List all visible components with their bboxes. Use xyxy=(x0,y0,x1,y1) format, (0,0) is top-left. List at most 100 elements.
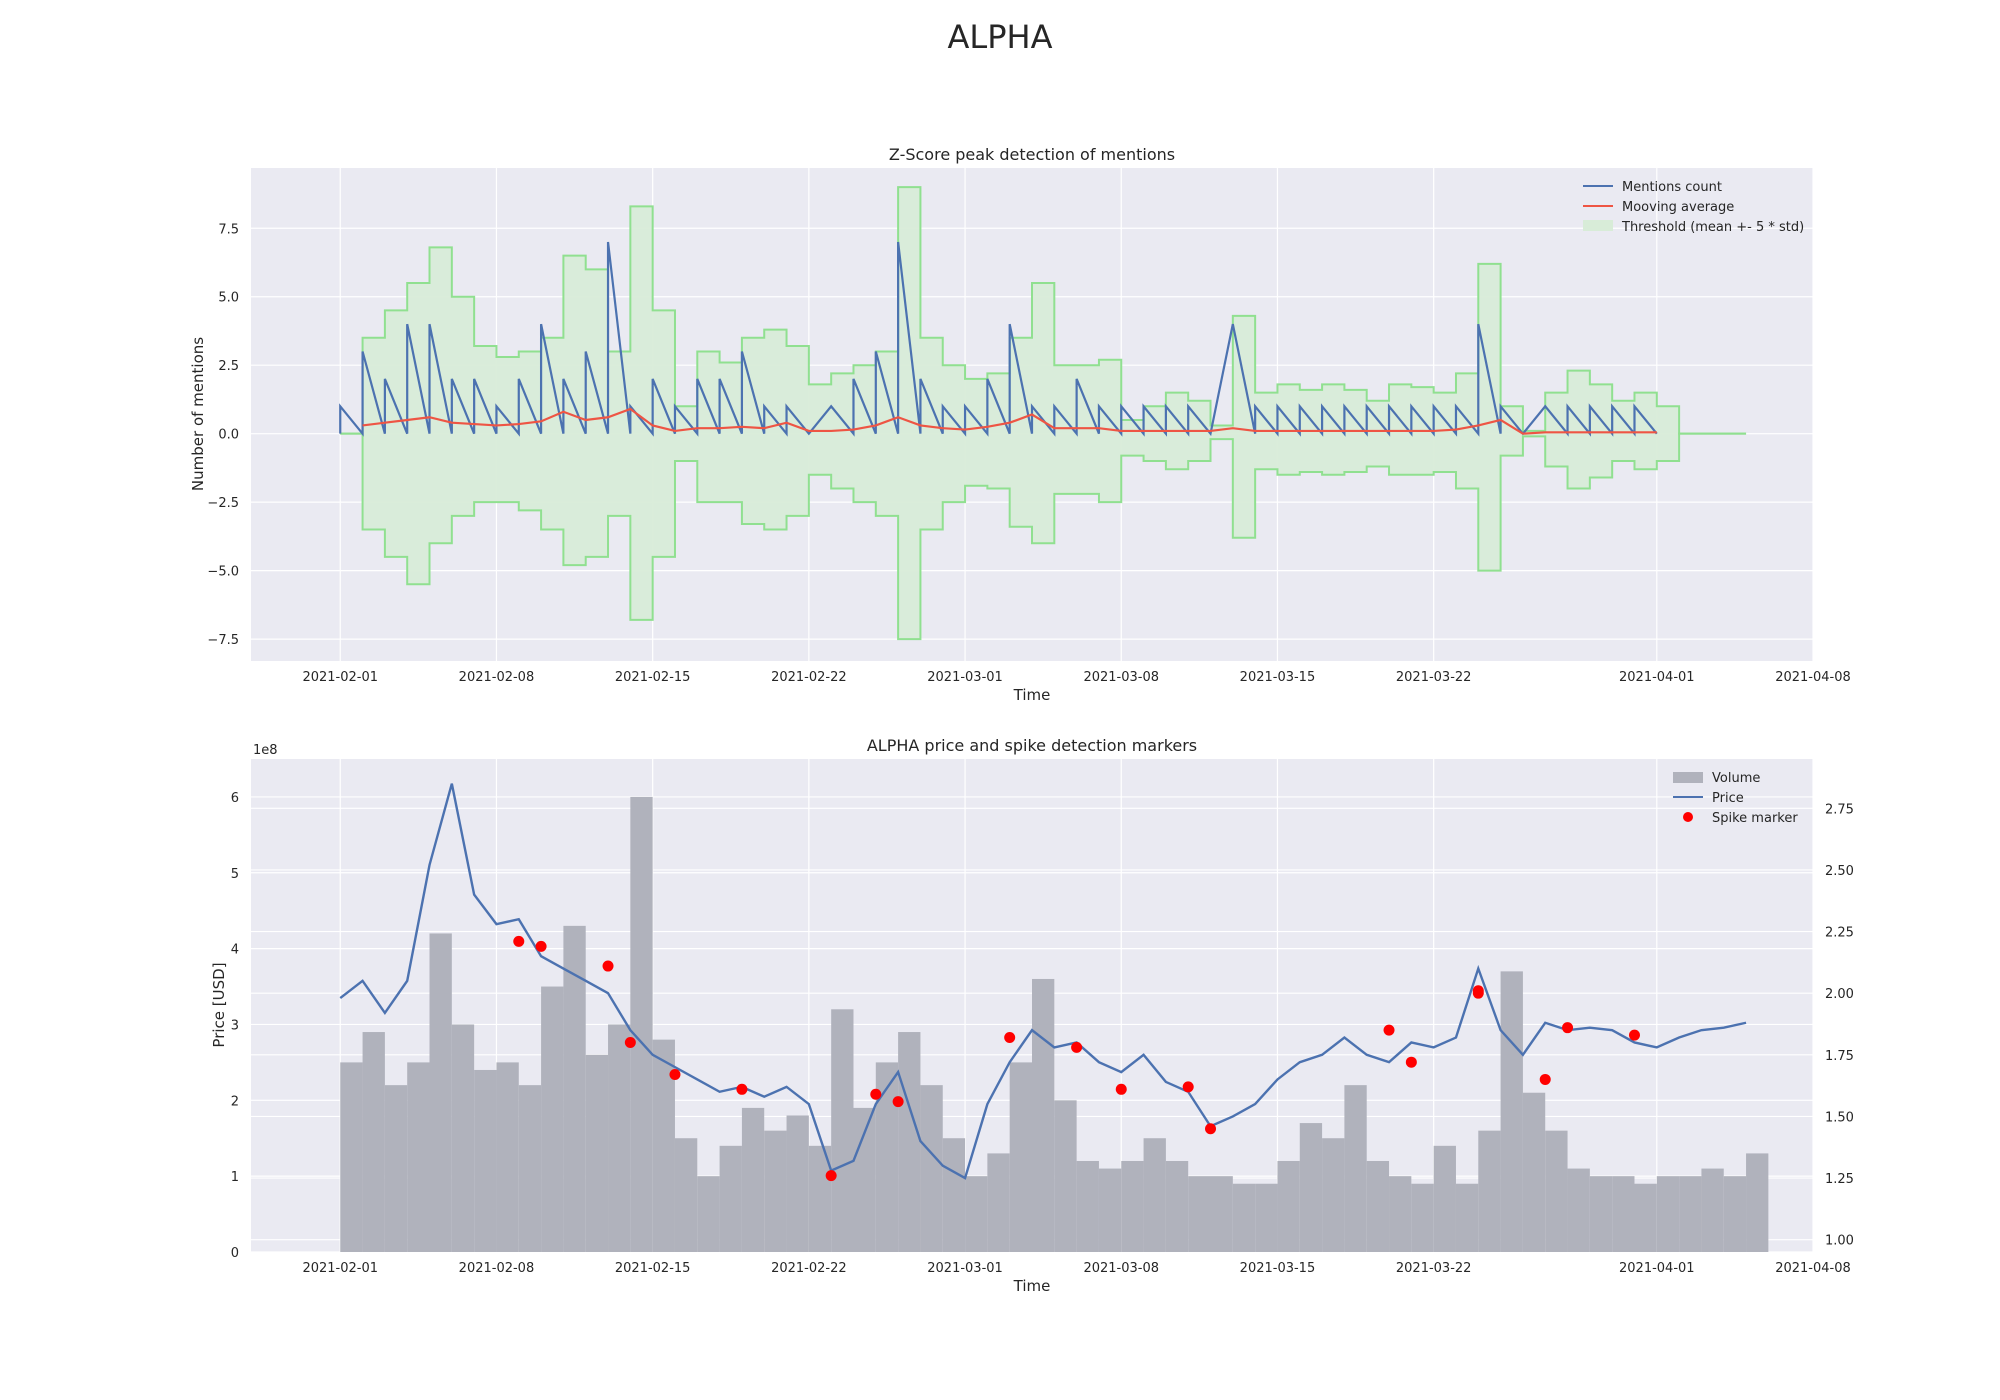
volume-bar xyxy=(920,1085,943,1252)
price-chart-title: ALPHA price and spike detection markers xyxy=(867,736,1197,755)
volume-bar xyxy=(1723,1176,1747,1252)
volume-bar xyxy=(1500,971,1523,1252)
x-tick-label: 2021-02-01 xyxy=(302,1261,378,1276)
price-y-label: Price [USD] xyxy=(210,962,228,1047)
legend-swatch-volume xyxy=(1673,772,1703,783)
volume-bar xyxy=(608,1024,631,1252)
volume-bar xyxy=(384,1085,408,1252)
volume-bar xyxy=(1656,1176,1680,1252)
right-y-tick-label: 2.75 xyxy=(1825,802,1854,817)
volume-bar xyxy=(987,1153,1010,1252)
volume-bar xyxy=(429,933,452,1252)
volume-bar xyxy=(1032,978,1055,1252)
volume-bar xyxy=(1344,1085,1367,1252)
spike-marker xyxy=(1405,1056,1417,1068)
mentions-x-ticks: 2021-02-01 2021-02-08 2021-02-15 2021-02-22… xyxy=(302,670,1850,685)
x-tick-label: 2021-03-08 xyxy=(1083,1261,1159,1276)
volume-bar xyxy=(898,1032,921,1252)
left-y-tick-label: 0 xyxy=(231,1246,239,1261)
y-tick-label: −2.5 xyxy=(207,496,239,511)
volume-bar xyxy=(965,1176,988,1252)
spike-marker xyxy=(624,1036,636,1048)
volume-bar xyxy=(1478,1130,1501,1252)
volume-bar xyxy=(808,1145,832,1252)
legend-label-threshold: Threshold (mean +- 5 * std) xyxy=(1621,220,1804,235)
mentions-count-line xyxy=(339,241,1658,437)
y-tick-label: 7.5 xyxy=(218,222,239,237)
legend-label-volume: Volume xyxy=(1712,771,1760,786)
volume-bar xyxy=(1433,1145,1456,1252)
spike-marker xyxy=(602,960,614,972)
volume-bar xyxy=(764,1130,787,1252)
y-tick-label: 5.0 xyxy=(218,291,239,306)
spike-marker xyxy=(1205,1123,1217,1135)
spike-marker xyxy=(669,1069,681,1081)
threshold-fill xyxy=(340,187,1747,640)
right-y-tick-label: 1.25 xyxy=(1825,1172,1854,1187)
left-y-tick-label: 4 xyxy=(231,943,239,958)
spike-marker xyxy=(1539,1073,1551,1085)
legend-swatch-threshold xyxy=(1583,220,1613,231)
x-tick-label: 2021-02-01 xyxy=(302,670,378,685)
spike-marker xyxy=(870,1088,882,1100)
right-y-tick-label: 1.50 xyxy=(1825,1110,1854,1125)
x-tick-label: 2021-03-15 xyxy=(1240,670,1316,685)
y-tick-label: −7.5 xyxy=(207,633,239,648)
x-tick-label: 2021-03-15 xyxy=(1240,1261,1316,1276)
volume-bar xyxy=(1210,1176,1233,1252)
volume-bars xyxy=(340,796,1769,1252)
spike-marker xyxy=(513,935,525,947)
x-tick-label: 2021-02-22 xyxy=(771,1261,847,1276)
volume-bar xyxy=(1522,1092,1546,1252)
volume-bar xyxy=(1746,1153,1769,1252)
x-tick-label: 2021-02-22 xyxy=(771,670,847,685)
volume-bar xyxy=(1277,1160,1300,1252)
mentions-y-label: Number of mentions xyxy=(189,337,207,491)
volume-bar xyxy=(1255,1183,1278,1252)
volume-bar xyxy=(1389,1176,1412,1252)
right-y-tick-label: 2.50 xyxy=(1825,864,1854,879)
volume-bar xyxy=(1455,1183,1479,1252)
x-tick-label: 2021-02-08 xyxy=(459,1261,535,1276)
volume-bar xyxy=(1098,1168,1122,1252)
spike-marker xyxy=(1383,1024,1395,1036)
price-right-y-ticks: 1.00 1.25 1.50 1.75 2.00 2.25 2.50 2.75 xyxy=(1825,802,1854,1248)
x-tick-label: 2021-04-08 xyxy=(1775,670,1851,685)
volume-bar xyxy=(942,1138,966,1252)
volume-bar xyxy=(1054,1100,1077,1252)
right-y-tick-label: 2.25 xyxy=(1825,926,1854,941)
volume-bar xyxy=(1679,1176,1702,1252)
spike-marker xyxy=(1071,1041,1083,1053)
left-y-tick-label: 5 xyxy=(231,867,239,882)
spike-marker xyxy=(1628,1029,1640,1041)
price-x-ticks: 2021-02-01 2021-02-08 2021-02-15 2021-02-22… xyxy=(302,1261,1850,1276)
x-tick-label: 2021-03-08 xyxy=(1083,670,1159,685)
volume-bar xyxy=(407,1062,430,1252)
left-y-tick-label: 6 xyxy=(231,791,239,806)
volume-bar xyxy=(518,1085,542,1252)
left-y-tick-label: 3 xyxy=(231,1018,239,1033)
x-tick-label: 2021-02-08 xyxy=(459,670,535,685)
volume-bar xyxy=(340,1062,363,1252)
x-tick-label: 2021-04-08 xyxy=(1775,1261,1851,1276)
volume-bar xyxy=(1188,1176,1211,1252)
volume-bar xyxy=(1545,1130,1568,1252)
mentions-x-label: Time xyxy=(1013,686,1051,704)
x-tick-label: 2021-03-22 xyxy=(1396,670,1472,685)
spike-marker xyxy=(1562,1022,1574,1034)
x-tick-label: 2021-04-01 xyxy=(1619,1261,1695,1276)
legend-label-spike: Spike marker xyxy=(1712,811,1798,826)
volume-bar xyxy=(541,986,564,1252)
price-lines xyxy=(339,783,1747,1180)
volume-bar xyxy=(1165,1160,1189,1252)
mentions-chart-title: Z-Score peak detection of mentions xyxy=(889,145,1175,164)
volume-bar xyxy=(563,925,586,1252)
volume-bar xyxy=(1411,1183,1434,1252)
volume-bar xyxy=(741,1107,765,1252)
x-tick-label: 2021-03-01 xyxy=(927,1261,1003,1276)
x-tick-label: 2021-03-22 xyxy=(1396,1261,1472,1276)
volume-bar xyxy=(1567,1168,1590,1252)
spike-marker xyxy=(892,1096,904,1108)
left-y-tick-label: 1 xyxy=(231,1170,239,1185)
volume-bar xyxy=(1589,1176,1613,1252)
